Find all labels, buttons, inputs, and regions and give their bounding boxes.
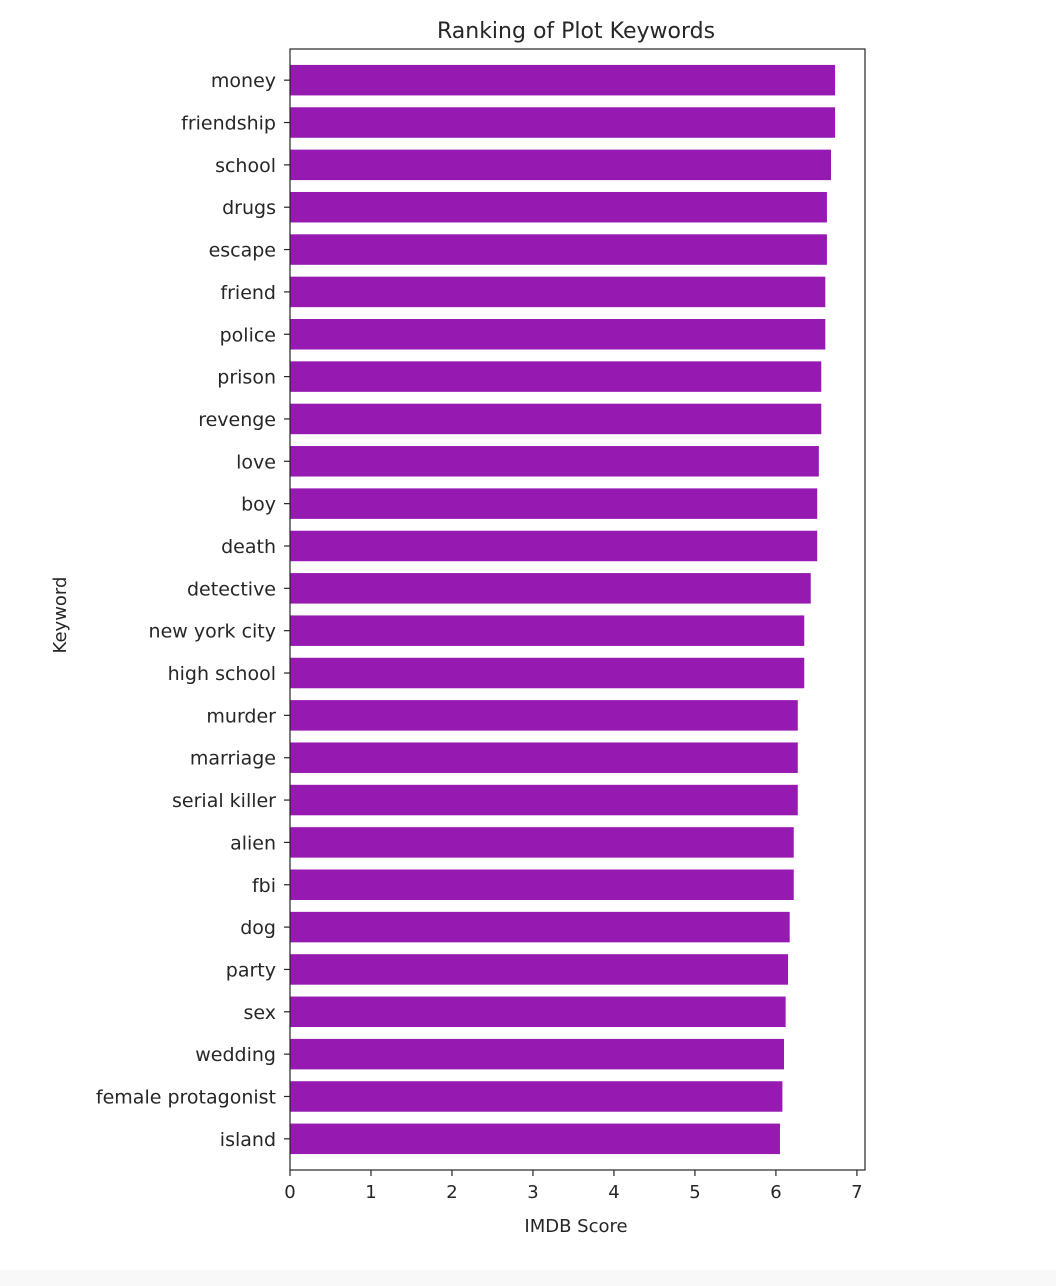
y-tick-label-new-york-city: new york city (149, 621, 276, 643)
y-tick-label-high-school: high school (168, 663, 276, 685)
y-tick-label-murder: murder (206, 705, 276, 727)
y-tick-label-marriage: marriage (190, 748, 276, 770)
x-tick-label-1: 1 (365, 1182, 376, 1203)
y-tick-label-drugs: drugs (222, 197, 276, 219)
y-tick-label-prison: prison (217, 367, 276, 389)
x-tick-label-3: 3 (527, 1182, 538, 1203)
bar-love (290, 446, 819, 477)
bar-escape (290, 234, 827, 265)
bar-boy (290, 488, 818, 519)
x-tick-label-2: 2 (446, 1182, 457, 1203)
x-axis-label: IMDB Score (524, 1216, 627, 1237)
bar-alien (290, 827, 794, 858)
bar-death (290, 530, 818, 562)
bar-sex (290, 996, 786, 1028)
bar-fbi (290, 869, 794, 900)
y-tick-label-escape: escape (209, 240, 276, 262)
bar-prison (290, 361, 822, 392)
x-tick-label-6: 6 (770, 1182, 781, 1203)
y-axis-label: Keyword (50, 577, 71, 654)
y-tick-label-school: school (215, 155, 276, 177)
bar-detective (290, 573, 811, 604)
bar-money (290, 64, 836, 96)
y-tick-label-alien: alien (230, 832, 276, 854)
x-tick-label-7: 7 (851, 1182, 862, 1203)
bar-wedding (290, 1038, 785, 1070)
y-tick-label-boy: boy (241, 494, 276, 516)
plot-frame (289, 48, 866, 1171)
bar-party (290, 954, 789, 985)
y-tick-label-friendship: friendship (181, 113, 276, 135)
y-axis: money friendship school drugs escape friend po… (96, 70, 290, 1151)
y-tick-label-female-protagonist: female protagonist (96, 1086, 276, 1108)
bars-layer (290, 64, 836, 1155)
y-tick-label-wedding: wedding (195, 1044, 276, 1066)
bar-school (290, 149, 831, 181)
y-tick-label-death: death (221, 536, 276, 558)
y-tick-label-island: island (220, 1129, 276, 1151)
bar-island (290, 1123, 780, 1155)
bar-marriage (290, 742, 798, 773)
y-tick-label-dog: dog (240, 917, 276, 939)
x-tick-label-0: 0 (284, 1182, 295, 1203)
bar-new-york-city (290, 615, 805, 646)
bar-serial-killer (290, 784, 798, 816)
bar-revenge (290, 403, 822, 435)
x-axis: 0 1 2 3 4 5 6 7 (284, 1170, 863, 1203)
bar-murder (290, 700, 798, 731)
bar-friendship (290, 107, 836, 138)
bar-drugs (290, 191, 827, 223)
bar-high-school (290, 657, 805, 689)
y-tick-label-detective: detective (187, 578, 276, 600)
y-tick-label-police: police (220, 324, 276, 346)
y-tick-label-revenge: revenge (198, 409, 276, 431)
y-tick-label-party: party (226, 959, 276, 981)
x-tick-label-4: 4 (608, 1182, 619, 1203)
bar-female-protagonist (290, 1081, 783, 1112)
y-tick-label-love: love (236, 451, 276, 473)
y-tick-label-money: money (211, 70, 276, 92)
bar-police (290, 319, 826, 350)
chart-title: Ranking of Plot Keywords (437, 19, 715, 44)
y-tick-label-friend: friend (220, 282, 276, 304)
bar-dog (290, 911, 790, 943)
x-tick-label-5: 5 (689, 1182, 700, 1203)
bar-friend (290, 276, 826, 308)
y-tick-label-sex: sex (244, 1002, 277, 1024)
y-tick-label-serial-killer: serial killer (172, 790, 276, 812)
y-tick-label-fbi: fbi (252, 875, 276, 897)
